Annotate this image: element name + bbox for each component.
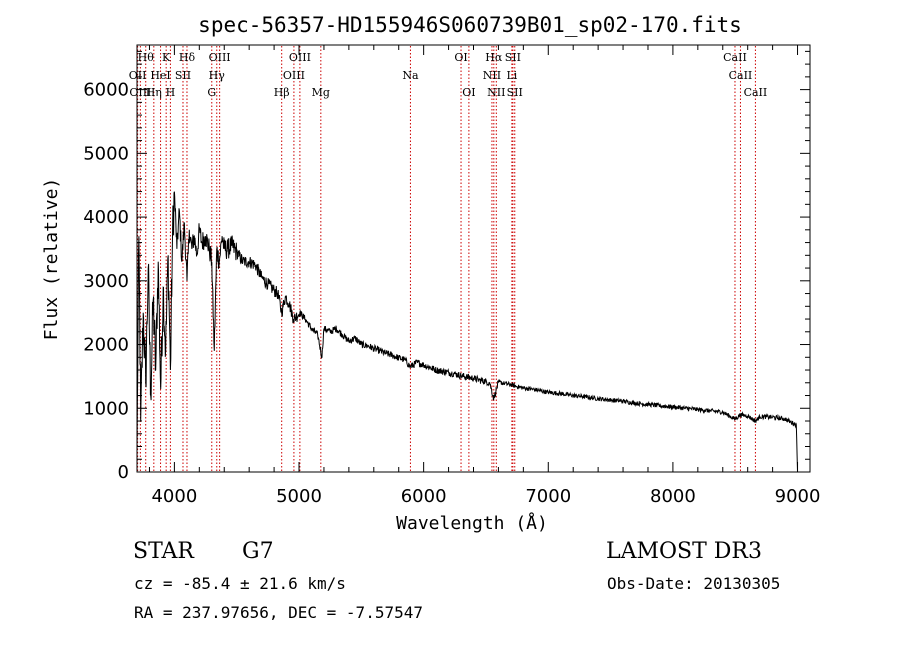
line-label-r2-3: G: [207, 86, 216, 99]
line-label-r2-8: SII: [507, 86, 523, 99]
object-class: STAR: [133, 539, 194, 564]
line-label-r1-1: HeI: [150, 69, 170, 82]
line-label-r0-5: OI: [454, 51, 467, 64]
line-label-r0-4: OIII: [289, 51, 311, 64]
line-label-r2-9: CaII: [744, 86, 768, 99]
y-tick-label: 6000: [83, 80, 129, 101]
spectrum-line: [136, 191, 798, 472]
object-subclass: G7: [242, 539, 274, 564]
line-marker-group: [137, 46, 756, 471]
line-label-r1-4: OIII: [283, 69, 305, 82]
line-label-r0-0: Hθ: [138, 51, 155, 64]
axes-group: 4000 5000 6000 7000 8000 9000 0 1000 2000 3000 400…: [83, 45, 820, 507]
y-tick-label: 1000: [83, 398, 129, 419]
x-tick-label: 4000: [151, 486, 197, 507]
line-label-r0-6: Hα: [485, 51, 503, 64]
y-tick-label: 5000: [83, 143, 129, 164]
line-label-r0-7: SII: [505, 51, 521, 64]
x-tick-label: 7000: [525, 486, 571, 507]
y-tick-label: 2000: [83, 335, 129, 356]
y-tick-label: 4000: [83, 207, 129, 228]
y-tick-label: 0: [118, 462, 129, 483]
line-label-r2-2: H: [166, 86, 176, 99]
line-label-r0-2: Hδ: [179, 51, 196, 64]
survey-name: LAMOST DR3: [606, 539, 762, 564]
line-label-r1-2: SII: [175, 69, 191, 82]
line-label-r1-7: Li: [506, 69, 517, 82]
line-label-r2-7: NII: [487, 86, 505, 99]
line-label-r0-1: K: [162, 51, 171, 64]
line-label-r0-3: OIII: [209, 51, 231, 64]
chart-title: spec-56357-HD155946S060739B01_sp02-170.f…: [198, 13, 742, 37]
line-label-r0-8: CaII: [723, 51, 747, 64]
x-tick-label: 8000: [650, 486, 696, 507]
redshift-velocity: cz = -85.4 ± 21.6 km/s: [134, 574, 346, 593]
x-tick-label: 9000: [775, 486, 821, 507]
line-label-r1-8: CaII: [729, 69, 753, 82]
x-tick-label: 6000: [401, 486, 447, 507]
y-tick-label: 3000: [83, 271, 129, 292]
line-label-r1-6: NII: [483, 69, 501, 82]
y-axis-label: Flux (relative): [41, 178, 62, 341]
plot-frame: [136, 44, 811, 473]
line-label-r2-6: OI: [462, 86, 475, 99]
line-label-r2-5: Mg: [312, 86, 330, 99]
coordinates: RA = 237.97656, DEC = -7.57547: [134, 603, 423, 622]
line-label-r1-5: Na: [402, 69, 419, 82]
observation-date: Obs-Date: 20130305: [607, 574, 781, 593]
line-label-r1-0: OII: [129, 69, 147, 82]
x-axis-label: Wavelength (Å): [396, 512, 548, 534]
line-label-r1-3: Hγ: [209, 69, 226, 82]
x-tick-label: 5000: [276, 486, 322, 507]
line-label-r2-1: Hη: [146, 86, 162, 99]
line-label-r2-4: Hβ: [274, 86, 290, 99]
